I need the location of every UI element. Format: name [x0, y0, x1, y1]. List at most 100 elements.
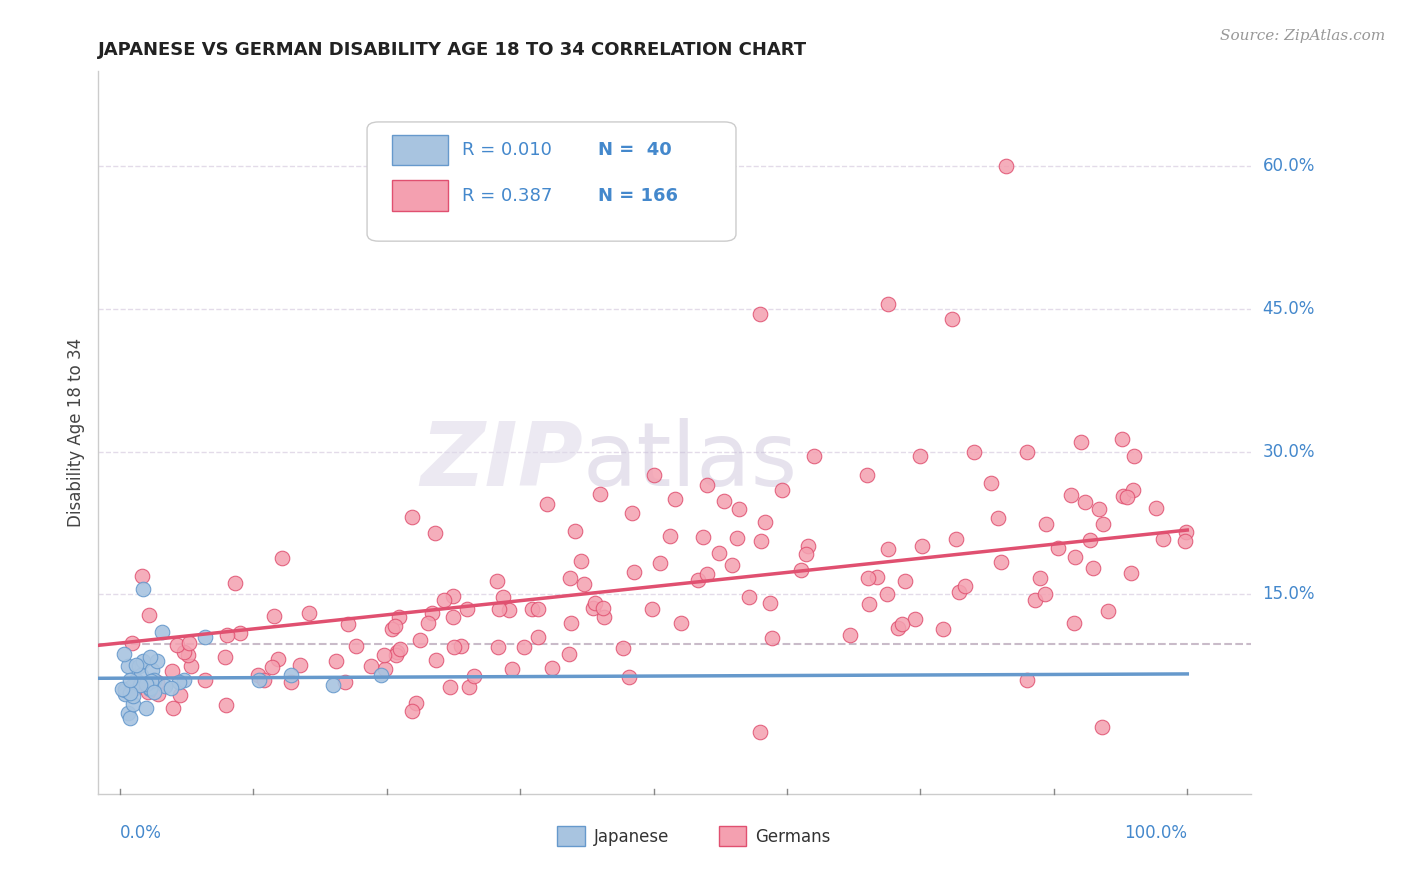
Point — [1064, 549, 1087, 564]
Point — [132, 582, 155, 597]
Text: Japanese: Japanese — [595, 829, 669, 847]
Point — [1070, 435, 1092, 450]
Point — [118, 673, 141, 687]
Point — [125, 657, 148, 672]
Point — [953, 579, 976, 593]
Point — [887, 621, 910, 635]
Point — [737, 590, 759, 604]
Point — [128, 658, 150, 673]
Point — [135, 701, 157, 715]
Point — [1017, 673, 1039, 687]
Point — [322, 677, 344, 691]
Point — [360, 659, 382, 673]
Point — [177, 648, 200, 662]
Point — [621, 507, 644, 521]
Point — [994, 160, 1017, 174]
Point — [142, 673, 165, 687]
Point — [696, 478, 718, 492]
Point — [325, 653, 347, 667]
Point — [280, 674, 302, 689]
Point — [112, 648, 135, 662]
Point — [583, 596, 606, 610]
Point — [560, 571, 582, 585]
Point — [904, 612, 927, 626]
Point — [1035, 516, 1057, 531]
Text: N = 166: N = 166 — [598, 186, 678, 204]
Point — [520, 601, 543, 615]
Point — [512, 640, 534, 654]
Point — [333, 674, 356, 689]
Point — [271, 550, 294, 565]
Point — [650, 556, 672, 570]
Point — [941, 311, 963, 326]
Text: 45.0%: 45.0% — [1263, 300, 1315, 318]
Point — [540, 661, 562, 675]
Point — [456, 601, 478, 615]
Point — [658, 529, 681, 543]
Point — [373, 648, 395, 662]
Text: N =  40: N = 40 — [598, 141, 672, 159]
Point — [425, 653, 447, 667]
Point — [381, 622, 404, 636]
Point — [692, 530, 714, 544]
Point — [990, 555, 1012, 569]
Point — [128, 678, 150, 692]
Point — [384, 619, 406, 633]
Point — [1017, 444, 1039, 458]
Bar — [392, 135, 447, 165]
Point — [160, 681, 183, 695]
Text: JAPANESE VS GERMAN DISABILITY AGE 18 TO 34 CORRELATION CHART: JAPANESE VS GERMAN DISABILITY AGE 18 TO … — [98, 41, 807, 59]
Point — [527, 630, 550, 644]
Point — [263, 609, 285, 624]
Point — [138, 685, 160, 699]
Point — [623, 565, 645, 579]
Point — [1174, 533, 1197, 548]
FancyBboxPatch shape — [367, 122, 735, 241]
Point — [572, 577, 595, 591]
Point — [117, 658, 139, 673]
Point — [1091, 720, 1114, 734]
Point — [759, 596, 782, 610]
Text: 100.0%: 100.0% — [1125, 824, 1187, 842]
Bar — [718, 826, 747, 846]
Point — [409, 633, 432, 648]
Y-axis label: Disability Age 18 to 34: Disability Age 18 to 34 — [66, 338, 84, 527]
Point — [709, 546, 731, 560]
Point — [214, 650, 236, 665]
Point — [589, 487, 612, 501]
Point — [177, 636, 200, 650]
Point — [228, 626, 250, 640]
Point — [592, 610, 614, 624]
Point — [877, 297, 900, 311]
Point — [463, 668, 485, 682]
Point — [120, 711, 142, 725]
Point — [252, 673, 274, 687]
Point — [1122, 450, 1144, 464]
Point — [1152, 532, 1174, 546]
Point — [1097, 604, 1119, 618]
Point — [388, 610, 411, 624]
Point — [770, 483, 793, 497]
Point — [162, 700, 184, 714]
Point — [536, 497, 558, 511]
Point — [132, 654, 155, 668]
Point — [876, 587, 898, 601]
Point — [713, 494, 735, 508]
Point — [945, 532, 967, 546]
Text: atlas: atlas — [582, 418, 797, 505]
Point — [1144, 500, 1167, 515]
Point — [152, 625, 174, 640]
Bar — [392, 180, 447, 211]
Point — [441, 610, 464, 624]
Text: R = 0.387: R = 0.387 — [461, 186, 553, 204]
Point — [498, 603, 520, 617]
Point — [169, 688, 191, 702]
Point — [794, 547, 817, 561]
Point — [145, 675, 167, 690]
Point — [803, 450, 825, 464]
Point — [486, 640, 509, 655]
Point — [720, 558, 742, 573]
Point — [401, 704, 423, 718]
Text: 15.0%: 15.0% — [1263, 585, 1315, 603]
Point — [569, 553, 592, 567]
